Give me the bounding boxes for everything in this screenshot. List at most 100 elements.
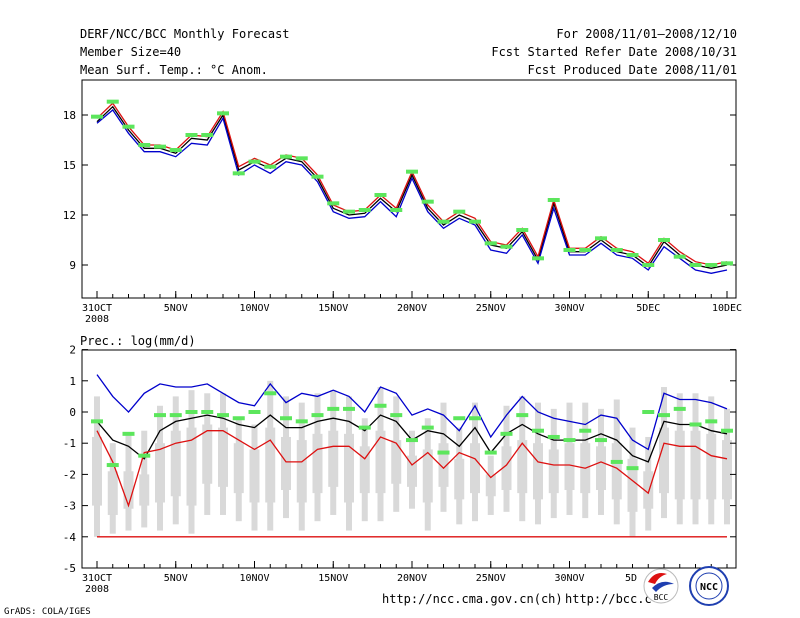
observed-marker	[248, 159, 261, 164]
prec-box-inner	[155, 443, 165, 503]
prec-box-inner	[344, 433, 354, 503]
x-tick-label: 5NOV	[164, 573, 188, 584]
prec-box-inner	[202, 424, 213, 484]
x-tick-label: 31OCT	[82, 303, 112, 314]
y-tick-label: -2	[63, 468, 76, 481]
x-tick-label: 15NOV	[318, 303, 348, 314]
prec-box-inner	[564, 443, 575, 490]
header-period: For 2008/11/01—2008/12/10	[556, 27, 737, 41]
observed-marker	[595, 236, 607, 241]
observed-marker	[673, 406, 686, 411]
observed-marker	[390, 413, 403, 418]
observed-marker	[705, 263, 718, 267]
header-produced-date: Fcst Produced Date 2008/11/01	[527, 63, 737, 77]
temp-panel-frame	[81, 79, 737, 299]
observed-marker	[484, 450, 497, 455]
prec-box-inner	[596, 446, 606, 490]
observed-marker	[406, 438, 418, 443]
observed-marker	[264, 164, 277, 169]
x-tick-label: 10DEC	[712, 303, 742, 314]
y-tick-label: 9	[69, 259, 76, 272]
observed-marker	[232, 171, 245, 176]
observed-marker	[437, 219, 450, 224]
header-member-size: Member Size=40	[80, 45, 181, 59]
observed-marker	[122, 431, 135, 436]
observed-marker	[264, 391, 277, 396]
observed-marker	[532, 428, 544, 433]
prec-box-inner	[722, 440, 732, 500]
prec-box-inner	[107, 471, 118, 515]
ncc-logo-text: NCC	[700, 582, 718, 593]
prec-box-inner	[517, 440, 528, 494]
prec-box-inner	[470, 443, 480, 494]
temp-line-upper	[96, 102, 728, 266]
y-tick-label: -5	[63, 562, 76, 575]
observed-marker	[374, 403, 387, 408]
footer-url-ncc: http://ncc.cma.gov.cn(ch)	[382, 592, 563, 606]
x-tick-label: 31OCT	[82, 573, 112, 584]
observed-marker	[91, 114, 103, 119]
observed-marker	[169, 413, 182, 418]
observed-marker	[484, 241, 497, 246]
observed-marker	[217, 111, 229, 116]
prec-box-inner	[249, 449, 260, 503]
prec-box-inner	[438, 443, 449, 487]
prec-box-inner	[422, 449, 433, 503]
header-start-date: Fcst Started Refer Date 2008/10/31	[491, 45, 737, 59]
observed-marker	[626, 253, 639, 257]
x-tick-label: 10NOV	[239, 573, 269, 584]
observed-marker	[721, 428, 733, 433]
observed-marker	[154, 144, 166, 149]
y-tick-label: 0	[69, 406, 76, 419]
observed-marker	[358, 425, 371, 430]
observed-marker	[579, 428, 592, 433]
observed-marker	[642, 263, 655, 267]
y-tick-label: 12	[63, 209, 76, 222]
observed-marker	[122, 124, 135, 129]
observed-marker	[280, 416, 292, 421]
x-tick-year: 2008	[85, 584, 109, 595]
observed-marker	[248, 410, 261, 414]
prec-box-inner	[281, 436, 291, 490]
prec-box-inner	[328, 430, 339, 487]
prec-box-inner	[123, 471, 134, 509]
bcc-logo-text: BCC	[654, 593, 669, 602]
bcc-logo: BCC	[643, 568, 679, 604]
observed-marker	[232, 416, 245, 421]
observed-marker	[469, 416, 481, 421]
prec-box-inner	[233, 443, 244, 494]
prec-panel-frame	[81, 349, 737, 569]
observed-marker	[280, 154, 292, 159]
temp-line-mean	[96, 105, 728, 269]
observed-marker	[610, 248, 623, 252]
observed-marker	[689, 422, 702, 427]
observed-marker	[595, 438, 607, 443]
prec-box-inner	[643, 471, 654, 509]
prec-box-inner	[659, 427, 669, 494]
observed-marker	[343, 406, 355, 411]
observed-marker	[563, 438, 576, 443]
y-tick-label: -4	[63, 531, 77, 544]
observed-marker	[532, 256, 544, 261]
observed-marker	[311, 413, 324, 418]
observed-marker	[106, 99, 119, 104]
observed-marker	[106, 463, 119, 468]
observed-marker	[516, 413, 529, 418]
prec-box-inner	[706, 433, 717, 500]
header-title: DERF/NCC/BCC Monthly Forecast	[80, 27, 290, 41]
prec-box-inner	[375, 430, 386, 494]
prec-box-inner	[391, 440, 402, 484]
observed-marker	[390, 208, 403, 212]
observed-marker	[374, 193, 387, 197]
observed-marker	[327, 406, 340, 411]
y-tick-label: 2	[69, 344, 76, 357]
prec-box-inner	[359, 446, 370, 494]
x-tick-label: 10NOV	[239, 303, 269, 314]
footer-url-bcc: http://bcc.c	[565, 592, 652, 606]
prec-box-inner	[690, 430, 701, 500]
observed-marker	[201, 410, 214, 414]
observed-marker	[516, 228, 529, 232]
observed-marker	[138, 143, 151, 147]
observed-marker	[469, 219, 481, 224]
